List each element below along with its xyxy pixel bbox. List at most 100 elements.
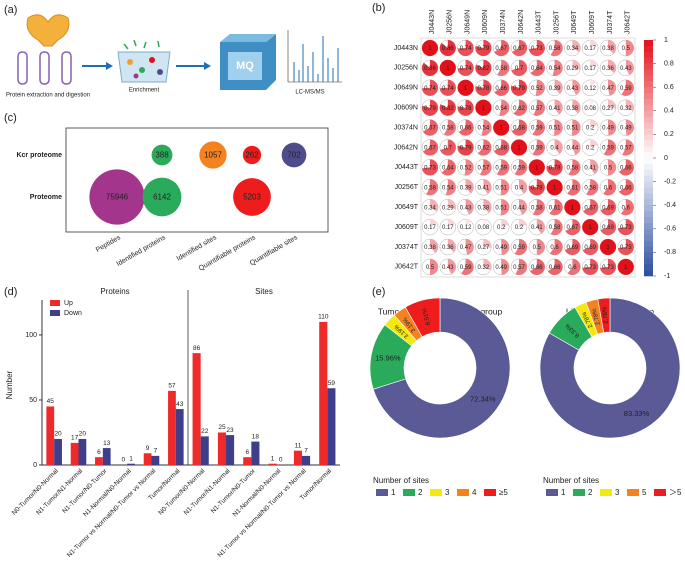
pie-glyph [572, 79, 581, 96]
cell-value: 0.27 [602, 106, 614, 112]
pie-glyph [546, 179, 563, 196]
cell-value: 0.58 [549, 46, 561, 52]
x-tick-label: N0-Tumor/N0-Normal [11, 467, 60, 516]
colorbar-step [644, 222, 653, 230]
cell-value: 0.58 [549, 225, 561, 231]
colorbar-step [644, 199, 653, 206]
slice-label: 15.96% [375, 354, 401, 363]
pie-glyph [554, 79, 563, 94]
colorbar-step [644, 128, 653, 135]
value-label: 86 [193, 345, 201, 352]
colorbar-step [644, 158, 653, 165]
panel-label: (d) [4, 286, 17, 298]
cell-value: 0.54 [478, 126, 490, 132]
bar [302, 455, 311, 465]
bubble [89, 169, 145, 225]
value-label: 43 [176, 401, 184, 408]
pie-glyph [567, 179, 581, 196]
legend-swatch [430, 489, 442, 496]
pie-glyph [513, 99, 527, 116]
step-label: LC-MS/MS [295, 90, 324, 96]
pie-glyph [464, 159, 474, 176]
pie-glyph [572, 59, 581, 70]
colorbar-tick-label: -0.4 [664, 202, 676, 209]
cell-value: 0.73 [531, 46, 543, 52]
pie-glyph [622, 139, 634, 156]
pie-glyph [533, 99, 545, 116]
bubble-label: 1057 [204, 151, 222, 160]
legend-swatch [50, 310, 60, 316]
row-label: J0642N [394, 144, 418, 151]
bar [127, 463, 135, 465]
pie-glyph [567, 258, 581, 275]
cell-value: 0.58 [442, 126, 454, 132]
cell-value: 1 [517, 146, 521, 152]
cell-value: 0.73 [620, 225, 632, 231]
cell-value: 0.44 [567, 146, 579, 152]
pie-glyph [532, 199, 545, 216]
cell-value: 0.17 [442, 225, 454, 231]
colorbar-step [644, 258, 653, 265]
cell-value: 0.67 [567, 225, 579, 231]
cell-value: 0.58 [531, 205, 543, 211]
value-label: 1 [129, 455, 133, 462]
pie-glyph [600, 258, 616, 275]
pie-glyph [554, 139, 563, 154]
row-label: Kcr proteome [16, 152, 62, 159]
row-label: Proteome [30, 194, 62, 201]
donut-chart: LNM comparison group83.33%8.33%2.78%2.78… [539, 297, 682, 497]
pie-glyph [535, 79, 545, 96]
y-tick-label: 50 [29, 397, 37, 404]
value-label: 20 [79, 431, 87, 438]
cell-value: 0.44 [513, 205, 525, 211]
bar [102, 448, 111, 465]
panel-label: (b) [372, 2, 385, 14]
cell-value: 0.73 [584, 265, 596, 271]
x-tick-label: Quantifiable sites [249, 234, 299, 267]
legend-label: 3 [615, 488, 620, 497]
cell-value: 0.43 [567, 86, 579, 92]
cell-value: 0.79 [478, 46, 490, 52]
colorbar-step [644, 87, 653, 94]
value-label: 45 [47, 398, 55, 405]
pie-glyph [475, 79, 492, 96]
row-label: J0649T [395, 204, 419, 211]
colorbar-step [644, 217, 653, 224]
cell-value: 1 [535, 165, 539, 171]
y-tick-label: 100 [25, 332, 37, 339]
cell-value: 0.78 [478, 86, 490, 92]
cell-value: 0.08 [478, 225, 490, 231]
cell-value: 0.54 [442, 185, 454, 191]
cell-value: 0.5 [604, 165, 613, 171]
cell-value: 0.38 [424, 245, 436, 251]
x-tick-label: N1-Normal/N0-Normal [82, 467, 133, 518]
cell-value: 0.39 [460, 185, 472, 191]
legend-label: 2 [418, 488, 423, 497]
pie-glyph [422, 79, 438, 96]
slice-label: 2.78% [602, 306, 610, 324]
value-label: 22 [201, 428, 209, 435]
pie-glyph [568, 159, 581, 176]
cell-value: 0.52 [531, 86, 543, 92]
legend-swatch [654, 489, 666, 496]
row-label: J0642T [395, 264, 419, 271]
pie-glyph [546, 159, 563, 176]
value-label: 18 [252, 433, 260, 440]
row-label: J0609N [394, 105, 418, 112]
pie-glyph [422, 59, 439, 76]
pie-glyph [554, 99, 563, 115]
pie-glyph [511, 139, 527, 156]
cell-value: 0.67 [424, 146, 436, 152]
pie-glyph [458, 119, 474, 136]
colorbar-step [644, 57, 653, 64]
bar [54, 438, 62, 465]
cell-value: 0.7 [515, 66, 524, 72]
cell-value: 0.51 [495, 205, 507, 211]
cell-value: 0.74 [442, 86, 454, 92]
cell-value: 0.74 [460, 46, 472, 52]
cell-value: 0.68 [495, 146, 507, 152]
value-label: 23 [226, 427, 234, 434]
cell-value: 0.79 [424, 106, 436, 112]
panel-d: (d)Number050100UpDownProteins4520N0-Tumo… [4, 286, 340, 559]
pie-glyph [447, 219, 455, 228]
